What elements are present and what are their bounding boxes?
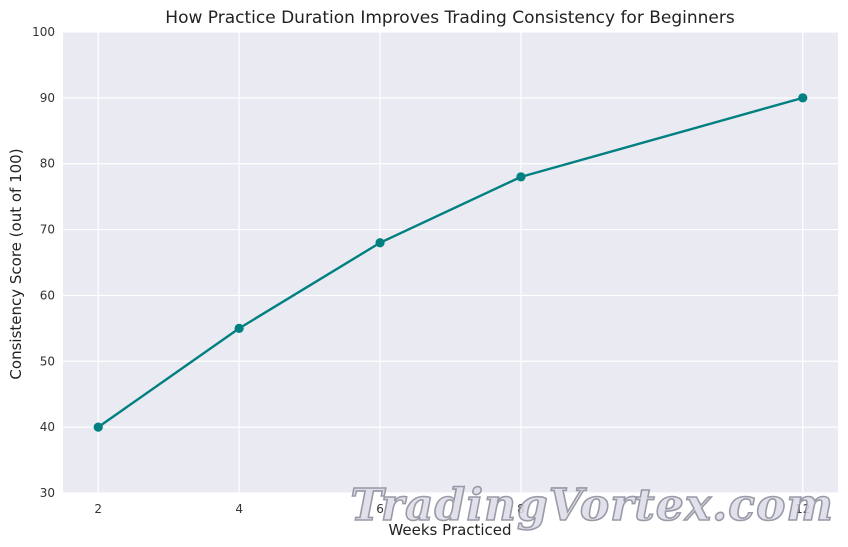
data-point [516, 172, 526, 182]
watermark-logo: TradingVortex.com [350, 480, 834, 531]
y-tick-label: 60 [40, 288, 55, 302]
y-tick-label: 100 [32, 25, 55, 39]
y-tick-label: 90 [40, 91, 55, 105]
y-axis-ticks: 30 40 50 60 70 80 90 100 [32, 25, 55, 500]
x-tick-label: 12 [795, 502, 810, 516]
y-tick-label: 40 [40, 420, 55, 434]
x-tick-label: 4 [235, 502, 243, 516]
series-group [93, 93, 808, 432]
x-axis-label: Weeks Practiced [388, 521, 511, 539]
y-tick-label: 80 [40, 157, 55, 171]
y-tick-label: 70 [40, 223, 55, 237]
x-tick-label: 6 [376, 502, 384, 516]
x-tick-label: 8 [517, 502, 525, 516]
x-tick-label: 2 [94, 502, 102, 516]
y-tick-label: 50 [40, 354, 55, 368]
y-tick-label: 30 [40, 486, 55, 500]
x-axis-ticks: 2 4 6 8 12 [94, 502, 810, 516]
data-point [798, 93, 808, 103]
data-point [234, 323, 244, 333]
plot-area [63, 32, 838, 493]
chart-title: How Practice Duration Improves Trading C… [165, 8, 735, 28]
y-axis-label: Consistency Score (out of 100) [7, 148, 25, 379]
data-point [375, 238, 385, 248]
data-point [93, 422, 103, 432]
